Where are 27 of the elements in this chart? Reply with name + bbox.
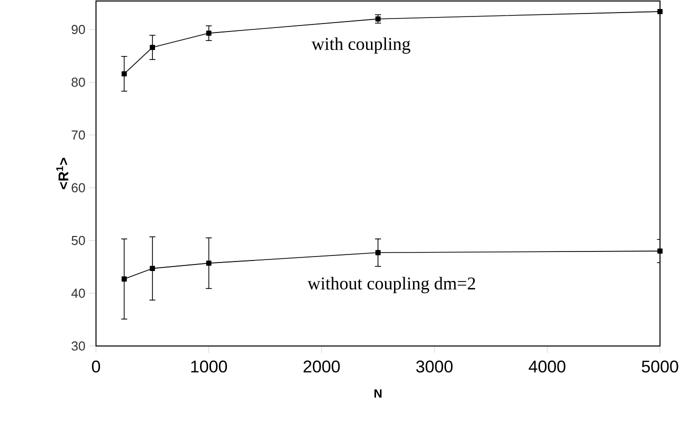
y-tick-label: 50 xyxy=(72,236,85,246)
x-tick-label: 2000 xyxy=(304,360,340,373)
y-tick-label: 70 xyxy=(72,130,85,140)
x-tick-label: 5000 xyxy=(642,360,678,373)
point xyxy=(122,71,127,76)
y-tick-label: 30 xyxy=(72,341,85,351)
y-axis-title: <R$^{1}$> xyxy=(56,158,68,190)
x-tick-label: 1000 xyxy=(191,360,227,373)
x-axis-title: N xyxy=(374,389,382,398)
point xyxy=(206,30,212,36)
y-tick-label: 60 xyxy=(72,183,85,192)
point xyxy=(150,44,155,50)
y-tick-label: 40 xyxy=(71,288,85,298)
point xyxy=(375,250,381,256)
x-tick-label: 4000 xyxy=(528,360,566,373)
series-label: without coupling dm=2 xyxy=(308,276,476,294)
point xyxy=(206,260,212,266)
series-label: with coupling xyxy=(312,37,410,54)
point xyxy=(375,16,381,22)
point xyxy=(657,8,663,14)
y-tick-label: 90 xyxy=(72,24,85,34)
y-tick-label: 80 xyxy=(72,78,85,87)
point xyxy=(657,248,663,254)
x-tick-label: 0 xyxy=(92,360,100,373)
point xyxy=(150,266,155,272)
x-tick-label: 3000 xyxy=(416,360,453,373)
point xyxy=(122,276,127,282)
